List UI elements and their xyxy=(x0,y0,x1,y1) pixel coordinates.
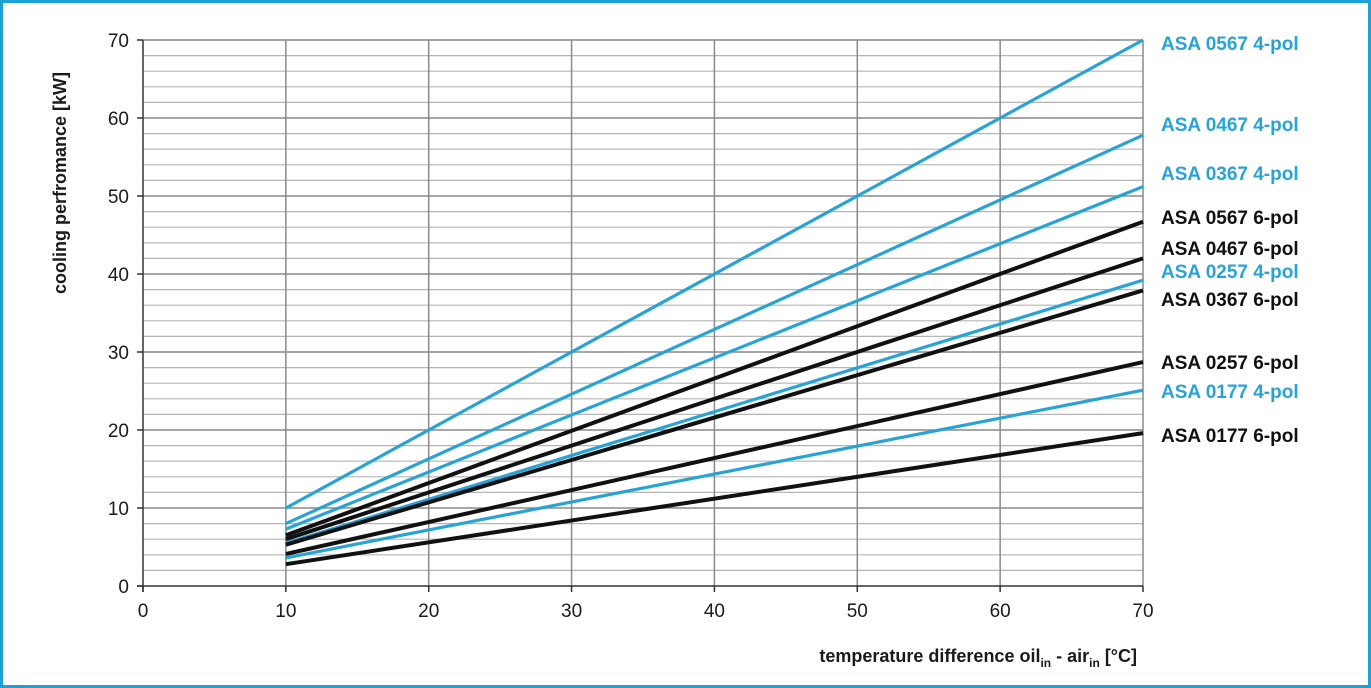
series-line-asa-0467-6-pol xyxy=(285,256,1144,542)
axes xyxy=(137,39,1144,592)
x-tick-label: 70 xyxy=(1132,601,1153,622)
series-label: ASA 0367 4-pol xyxy=(1161,164,1299,185)
x-axis-title-end: [°C] xyxy=(1100,646,1137,666)
series-line-asa-0177-6-pol xyxy=(285,431,1144,567)
x-tick-label: 20 xyxy=(418,601,439,622)
y-tick-label: 10 xyxy=(108,499,129,520)
series-line-asa-0367-6-pol xyxy=(285,288,1144,547)
x-tick-label: 30 xyxy=(561,601,582,622)
x-axis-title-sub2: in xyxy=(1089,656,1100,670)
series-line-asa-0257-4-pol xyxy=(285,278,1144,545)
series-line-asa-0257-6-pol xyxy=(285,360,1144,556)
y-tick-label: 70 xyxy=(108,31,129,52)
series-lines xyxy=(285,38,1144,567)
series-label: ASA 0177 4-pol xyxy=(1161,382,1299,403)
x-tick-label: 0 xyxy=(138,601,149,622)
series-label: ASA 0467 6-pol xyxy=(1161,239,1299,260)
x-tick-label: 10 xyxy=(275,601,296,622)
series-label: ASA 0177 6-pol xyxy=(1161,426,1299,447)
series-label: ASA 0467 4-pol xyxy=(1161,115,1299,136)
series-line-asa-0567-4-pol xyxy=(285,38,1144,510)
series-label: ASA 0567 6-pol xyxy=(1161,208,1299,229)
y-axis-title: cooling perfromance [kW] xyxy=(50,72,70,294)
y-tick-label: 40 xyxy=(108,265,129,286)
y-tick-label: 30 xyxy=(108,343,129,364)
series-label: ASA 0367 6-pol xyxy=(1161,290,1299,311)
grid xyxy=(143,39,1144,586)
series-line-asa-0467-4-pol xyxy=(285,133,1144,526)
y-tick-label: 50 xyxy=(108,187,129,208)
y-tick-label: 20 xyxy=(108,421,129,442)
x-tick-label: 40 xyxy=(704,601,725,622)
x-axis-title-sub1: in xyxy=(1040,656,1051,670)
x-axis-title-main: temperature difference oil xyxy=(819,646,1040,666)
series-line-asa-0567-6-pol xyxy=(285,219,1144,538)
x-axis-title: temperature difference oilin - airin [°C… xyxy=(819,646,1137,670)
y-tick-label: 0 xyxy=(118,577,129,598)
series-label: ASA 0257 4-pol xyxy=(1161,262,1299,283)
x-tick-label: 60 xyxy=(990,601,1011,622)
series-end-labels: ASA 0567 4-pol ASA 0467 4-pol ASA 0367 4-p… xyxy=(1161,34,1299,447)
series-label: ASA 0257 6-pol xyxy=(1161,353,1299,374)
x-axis-title-mid: - air xyxy=(1051,646,1089,666)
x-tick-label: 50 xyxy=(847,601,868,622)
tick-labels: 0 10 20 30 40 50 60 70 0 10 20 30 40 50 60 70 xyxy=(108,31,1154,622)
y-tick-label: 60 xyxy=(108,109,129,130)
series-label: ASA 0567 4-pol xyxy=(1161,34,1299,55)
series-line-asa-0177-4-pol xyxy=(285,388,1144,560)
series-line-asa-0367-4-pol xyxy=(285,185,1144,531)
